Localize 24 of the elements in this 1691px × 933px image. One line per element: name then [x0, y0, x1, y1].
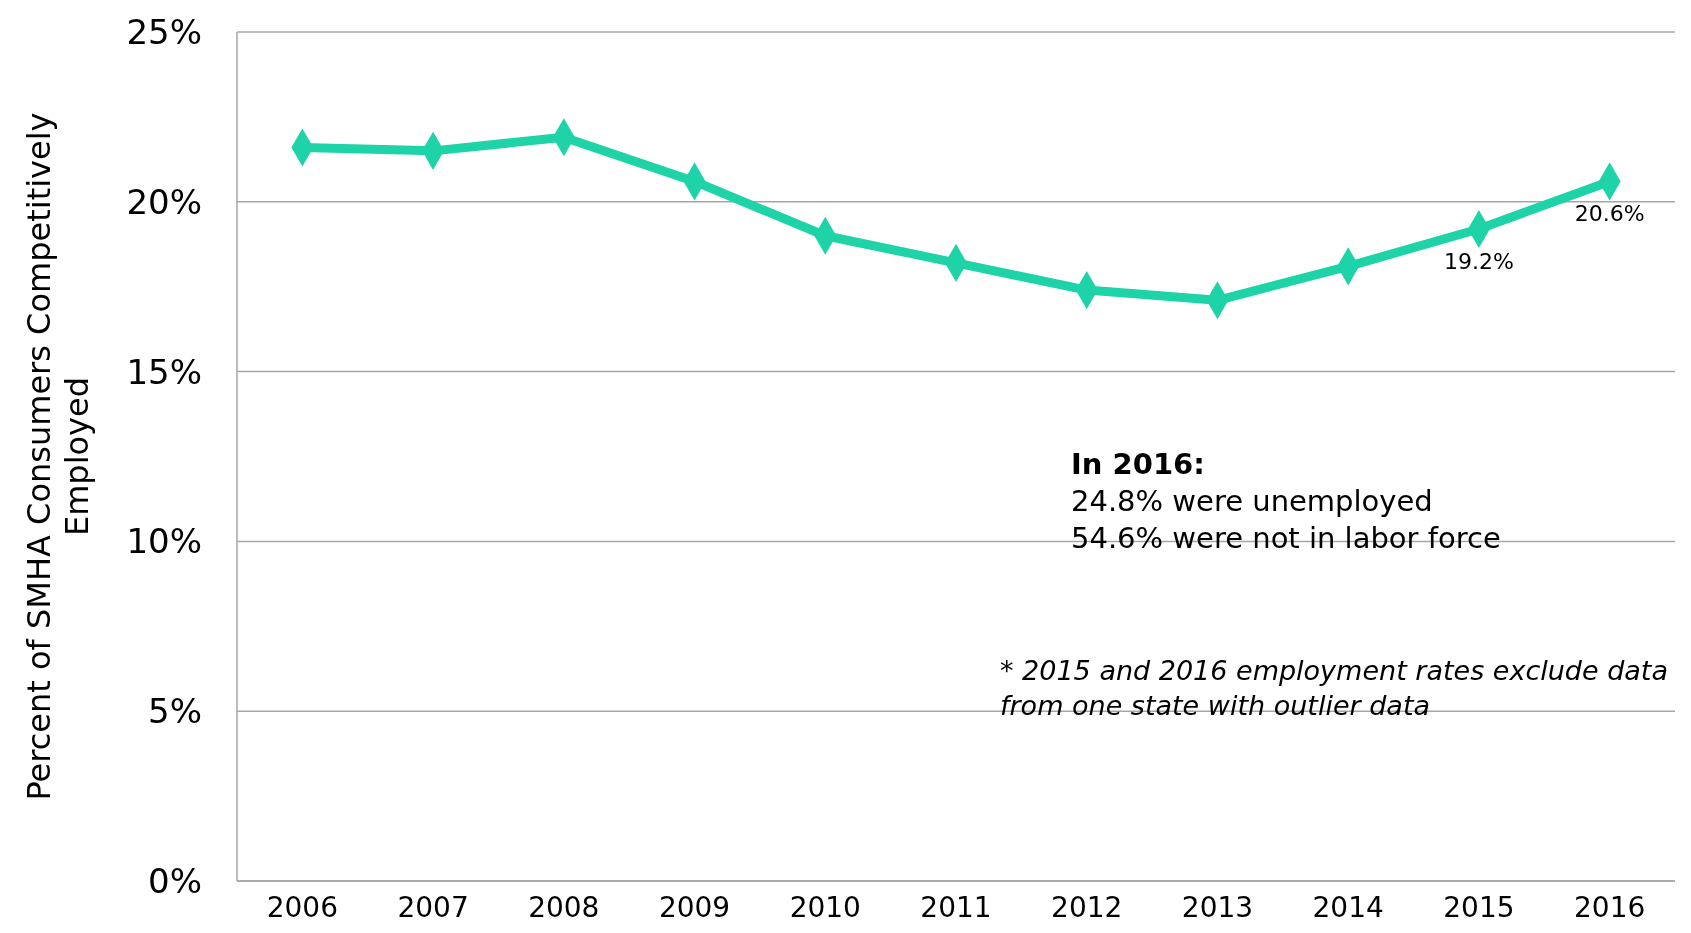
x-tick-label: 2012: [1051, 891, 1123, 924]
x-tick-label: 2013: [1181, 891, 1254, 924]
x-tick-label: 2011: [920, 891, 992, 924]
x-tick-label: 2010: [789, 891, 861, 924]
y-tick-label: 15%: [126, 351, 202, 392]
annotation: 54.6% were not in labor force: [1071, 521, 1501, 555]
data-label: 20.6%: [1574, 201, 1645, 227]
annotation: In 2016:: [1071, 447, 1205, 481]
x-tick-label: 2015: [1443, 891, 1515, 924]
y-tick-label: 5%: [148, 691, 202, 732]
x-tick-label: 2014: [1312, 891, 1384, 924]
annotation: 24.8% were unemployed: [1071, 484, 1433, 518]
x-tick-label: 2009: [658, 891, 731, 924]
x-tick-label: 2006: [266, 891, 338, 924]
y-tick-label: 25%: [126, 11, 202, 52]
y-tick-label: 20%: [126, 181, 202, 222]
y-axis-title: Percent of SMHA Consumers Competitively Employed: [20, 112, 96, 801]
y-tick-label: 10%: [126, 521, 202, 562]
y-tick-label: 0%: [148, 860, 202, 901]
data-label: 19.2%: [1443, 248, 1514, 274]
x-tick-label: 2008: [528, 891, 600, 924]
x-tick-label: 2007: [397, 891, 469, 924]
annotation: * 2015 and 2016 employment rates exclude data from one state with outlier data: [1000, 655, 1668, 721]
x-tick-label: 2016: [1574, 891, 1646, 924]
